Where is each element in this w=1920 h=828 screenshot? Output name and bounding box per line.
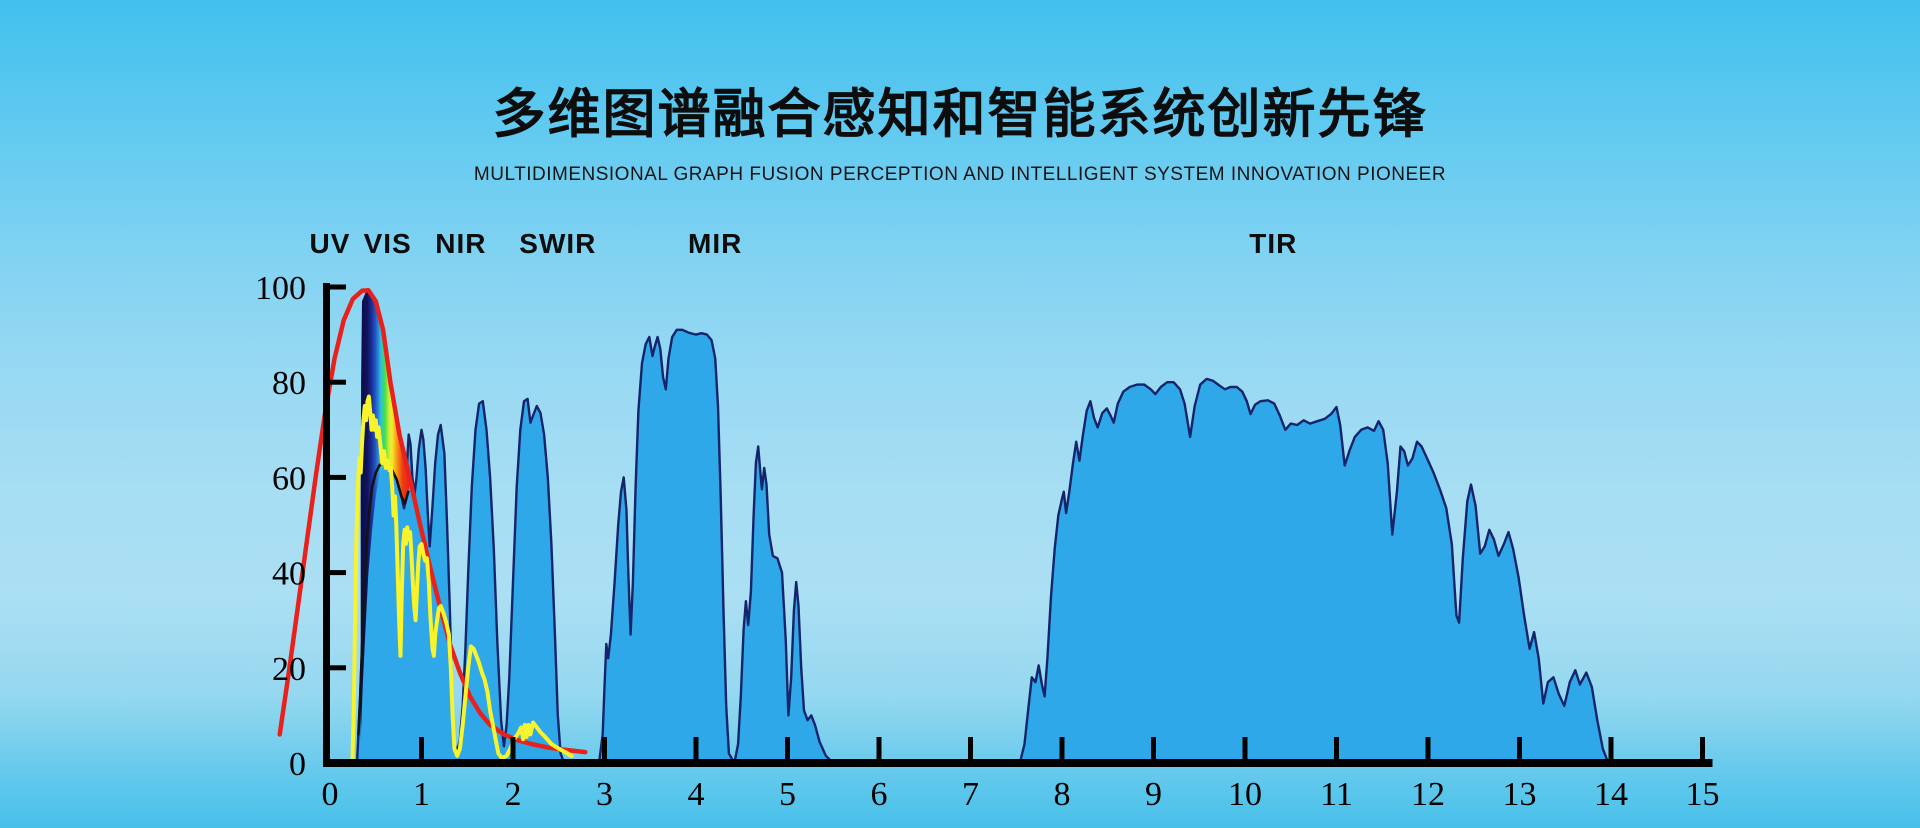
x-tick-3 [602,737,607,759]
x-tick-label-7: 7 [962,776,979,813]
band-label-vis: VIS [364,228,412,259]
x-tick-label-13: 13 [1503,776,1537,813]
x-tick-7 [968,737,973,759]
band-label-swir: SWIR [519,228,596,259]
band-label-mir: MIR [688,228,742,259]
y-axis [323,283,330,767]
x-tick-5 [785,737,790,759]
y-tick-label-100: 100 [255,270,306,307]
x-tick-12 [1425,737,1431,759]
x-tick-label-8: 8 [1054,776,1071,813]
page-subtitle: MULTIDIMENSIONAL GRAPH FUSION PERCEPTION… [473,164,1447,185]
y-tick-label-0: 0 [289,746,306,783]
window-dome-outline [357,460,410,736]
y-tick-80 [330,379,346,385]
x-tick-label-3: 3 [596,776,613,813]
visible-spectrum-region [360,290,410,740]
x-tick-label-15: 15 [1686,776,1720,813]
band-label-nir: NIR [435,228,486,259]
x-tick-label-11: 11 [1320,776,1353,813]
x-tick-14 [1608,737,1614,759]
y-tick-label-40: 40 [272,556,306,593]
x-tick-label-4: 4 [688,776,705,813]
band-label-tir: TIR [1249,228,1297,259]
x-tick-8 [1059,737,1065,759]
x-tick-label-0: 0 [322,776,339,813]
transmission-windows-area [355,328,1610,765]
x-tick-13 [1517,737,1522,759]
x-tick-1 [419,737,424,759]
y-tick-label-20: 20 [272,651,306,688]
y-tick-100 [330,284,346,290]
x-tick-label-14: 14 [1594,776,1628,813]
x-tick-2 [510,737,516,759]
x-tick-label-2: 2 [505,776,522,813]
x-tick-label-12: 12 [1411,776,1445,813]
y-tick-40 [330,570,346,576]
x-tick-15 [1700,737,1705,759]
y-tick-label-80: 80 [272,365,306,402]
band-label-uv: UV [310,228,351,259]
x-axis [323,759,1713,767]
x-tick-9 [1151,737,1156,759]
x-tick-11 [1334,737,1339,759]
solar-spectrum-curve [350,394,574,765]
page-title: 多维图谱融合感知和智能系统创新先锋 [492,85,1428,144]
x-tick-4 [693,737,699,759]
y-tick-label-60: 60 [272,460,306,497]
x-tick-label-5: 5 [779,776,796,813]
x-tick-10 [1242,737,1248,759]
x-tick-label-6: 6 [871,776,888,813]
x-tick-6 [876,737,882,759]
x-tick-label-9: 9 [1145,776,1162,813]
y-tick-60 [330,474,346,480]
x-tick-label-1: 1 [413,776,430,813]
x-tick-label-10: 10 [1228,776,1262,813]
y-tick-20 [330,665,346,671]
